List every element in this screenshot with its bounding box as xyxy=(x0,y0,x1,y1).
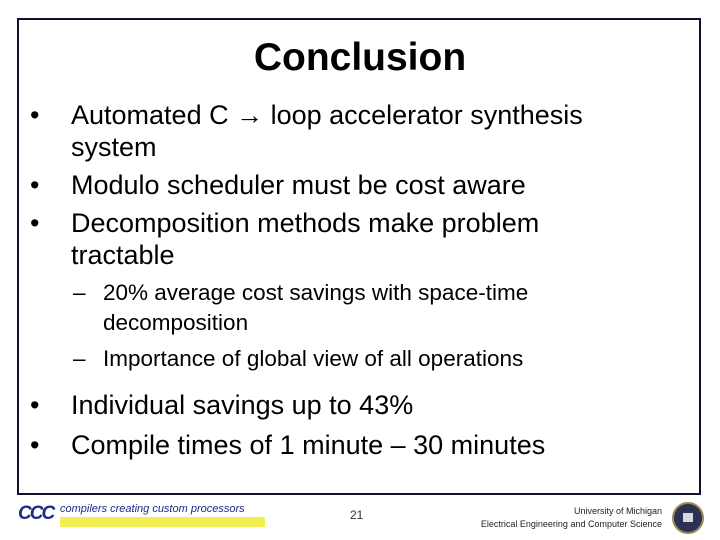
bullet-marker: • xyxy=(30,208,40,238)
bullet-text-cont: system xyxy=(71,132,157,162)
bullet-text-cont: tractable xyxy=(71,240,175,270)
bullet-marker: • xyxy=(30,390,40,420)
department-name: Electrical Engineering and Computer Scie… xyxy=(480,519,662,529)
sub-bullet-text: Importance of global view of all operati… xyxy=(103,346,524,371)
sub-bullet-text-cont: decomposition xyxy=(103,310,249,335)
sub-bullet-marker: – xyxy=(73,346,86,371)
sub-bullet-text: 20% average cost savings with space-time xyxy=(103,280,529,305)
university-name: University of Michigan xyxy=(573,506,662,516)
bullet-text: Individual savings up to 43% xyxy=(71,390,414,420)
bullet-marker: • xyxy=(30,170,40,200)
slide-frame xyxy=(17,18,701,495)
bullet-text: Decomposition methods make problem xyxy=(71,208,540,238)
bullet-marker: • xyxy=(30,430,40,460)
bullet-text: Automated C → loop accelerator synthesis xyxy=(71,100,583,130)
university-seal-icon xyxy=(672,502,704,534)
bullet-text: Compile times of 1 minute – 30 minutes xyxy=(71,430,546,460)
page-number: 21 xyxy=(350,508,364,522)
bullet-marker: • xyxy=(30,100,40,130)
footer-tagline: compilers creating custom processors xyxy=(60,503,245,515)
sub-bullet-marker: – xyxy=(73,280,86,305)
footer-affiliation: University of Michigan Electrical Engine… xyxy=(481,505,662,531)
bullet-text: Modulo scheduler must be cost aware xyxy=(71,170,526,200)
tagline-highlight xyxy=(60,517,265,527)
slide-title: Conclusion xyxy=(253,36,467,79)
ccc-logo: CCC xyxy=(18,503,55,524)
